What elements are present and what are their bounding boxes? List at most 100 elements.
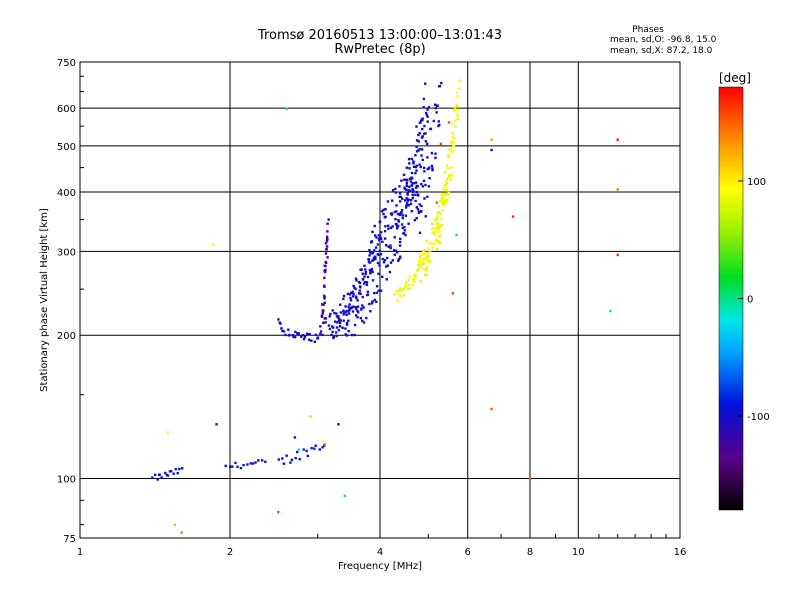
echo-point xyxy=(318,448,321,451)
echo-point xyxy=(321,333,324,337)
echo-point xyxy=(373,224,376,228)
echo-point xyxy=(349,299,353,302)
x-tick-label: 1 xyxy=(77,547,83,558)
echo-point xyxy=(377,289,380,292)
echo-point xyxy=(356,316,359,319)
echo-point xyxy=(447,191,450,195)
echo-point xyxy=(405,178,408,181)
echo-point xyxy=(411,182,414,185)
phase-colorbar: [deg] 100 0 -100 xyxy=(718,71,770,511)
echo-point xyxy=(616,138,619,141)
echo-point xyxy=(438,228,441,232)
echo-point xyxy=(373,249,376,252)
echo-point xyxy=(433,231,437,234)
echo-point xyxy=(445,199,449,203)
echo-point xyxy=(435,104,439,107)
echo-point xyxy=(447,155,450,159)
echo-point xyxy=(411,284,414,287)
echo-point xyxy=(417,133,420,137)
echo-point xyxy=(410,210,413,213)
echo-point xyxy=(401,226,404,230)
echo-point xyxy=(402,173,406,176)
echo-point xyxy=(427,258,430,261)
echo-point xyxy=(415,169,418,172)
echo-point xyxy=(452,136,456,140)
echo-point xyxy=(313,447,316,450)
echo-point xyxy=(417,140,420,143)
echo-point xyxy=(411,193,414,197)
echo-point xyxy=(427,106,431,109)
echo-point xyxy=(408,167,411,170)
echo-point xyxy=(351,310,355,313)
echo-point xyxy=(422,250,425,253)
echo-point xyxy=(438,85,441,88)
echo-point xyxy=(421,118,424,122)
echo-point xyxy=(421,135,424,138)
echo-point xyxy=(398,192,402,195)
echo-point xyxy=(454,125,457,128)
echo-point xyxy=(427,251,430,254)
echo-point xyxy=(366,290,370,293)
echo-point xyxy=(280,327,283,330)
echo-point xyxy=(424,111,428,115)
echo-point xyxy=(399,287,402,290)
echo-point xyxy=(403,288,406,291)
echo-point xyxy=(396,227,399,230)
echo-point xyxy=(386,264,389,267)
echo-point xyxy=(323,297,326,300)
echo-point xyxy=(331,325,334,328)
echo-point xyxy=(166,431,169,434)
echo-point xyxy=(151,476,154,479)
echo-point xyxy=(170,470,173,473)
echo-point xyxy=(348,293,352,296)
echo-point xyxy=(431,246,434,249)
echo-point xyxy=(401,197,404,200)
echo-point xyxy=(408,162,411,165)
echo-point xyxy=(336,321,339,324)
echo-point xyxy=(414,165,417,169)
echo-point xyxy=(434,238,438,241)
echo-point xyxy=(313,340,316,343)
echo-point xyxy=(436,215,439,218)
echo-point xyxy=(335,326,339,329)
echo-point xyxy=(180,531,183,534)
echo-point xyxy=(344,311,347,314)
echo-point xyxy=(429,249,432,252)
echo-point xyxy=(431,227,434,230)
echo-point xyxy=(257,459,260,462)
echo-point xyxy=(411,196,414,200)
echo-point xyxy=(370,240,374,243)
echo-point xyxy=(321,446,324,449)
echo-point xyxy=(451,174,454,177)
echo-point xyxy=(406,192,409,195)
x-tick-label: 16 xyxy=(674,547,687,558)
echo-point xyxy=(351,290,354,293)
echo-point xyxy=(404,214,408,217)
echo-point xyxy=(410,157,414,161)
echo-point xyxy=(377,234,381,237)
echo-point xyxy=(380,210,384,213)
echo-point xyxy=(357,311,360,314)
echo-point xyxy=(444,184,448,187)
echo-point xyxy=(415,164,418,167)
echo-point xyxy=(445,180,448,183)
echo-point xyxy=(425,258,428,262)
echo-point xyxy=(324,321,327,324)
echo-point xyxy=(407,157,411,161)
echo-point xyxy=(363,264,366,267)
echo-point xyxy=(393,249,396,252)
echo-point xyxy=(421,158,424,162)
echo-point xyxy=(456,118,459,121)
echo-point xyxy=(424,132,427,135)
echo-point xyxy=(413,278,416,281)
echo-point xyxy=(306,333,309,336)
echo-point xyxy=(405,182,408,185)
echo-point xyxy=(384,208,387,211)
echo-point xyxy=(377,237,381,240)
echo-point xyxy=(406,204,409,207)
y-tick-label: 300 xyxy=(57,247,76,258)
echo-point xyxy=(396,224,399,228)
echo-point xyxy=(164,471,167,475)
echo-point xyxy=(415,139,419,142)
echo-point xyxy=(355,279,358,282)
